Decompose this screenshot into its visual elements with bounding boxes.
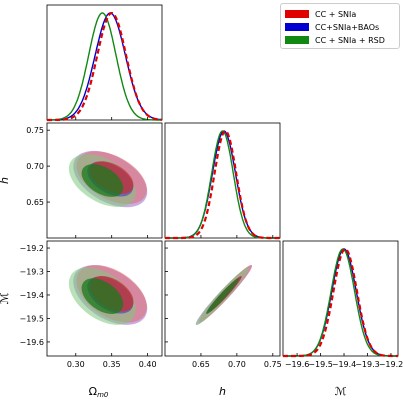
legend-label-cc-snia-baos: CC+SNIa+BAOs xyxy=(315,22,380,32)
x-tick-label-M: −19.6 xyxy=(285,360,310,369)
legend: CC + SNIa CC+SNIa+BAOs CC + SNIa + RSD xyxy=(280,3,400,49)
marginal-h-s1 xyxy=(165,130,280,239)
y-axis-label-M: ℳ xyxy=(0,292,11,304)
x-tick-label-om: 0.35 xyxy=(103,360,121,369)
y-tick-label-h: 0.70 xyxy=(26,162,44,171)
legend-item-cc-snia-baos: CC+SNIa+BAOs xyxy=(285,21,379,33)
x-tick-label-om: 0.30 xyxy=(67,360,85,369)
x-tick-label-M: −19.5 xyxy=(308,360,333,369)
contour-1sigma-h-M-s2 xyxy=(206,278,239,314)
contour-1sigma-om-h-s2 xyxy=(81,164,124,197)
y-tick-label-h: 0.75 xyxy=(26,126,44,135)
marginal-M-s0 xyxy=(283,247,398,358)
marginal-h-s0 xyxy=(165,129,280,240)
legend-swatch-cc-snia xyxy=(285,10,309,18)
marginal-om-s2 xyxy=(47,12,162,121)
marginal-M-s2 xyxy=(283,248,398,357)
x-tick-label-M: −19.2 xyxy=(379,360,403,369)
legend-swatch-cc-snia-baos xyxy=(285,23,309,31)
y-tick-label-M: −19.2 xyxy=(19,244,44,253)
x-tick-label-M: −19.4 xyxy=(332,360,357,369)
marginal-M-s1 xyxy=(283,248,398,357)
legend-swatch-cc-snia-rsd xyxy=(285,36,309,44)
x-tick-label-om: 0.40 xyxy=(139,360,157,369)
legend-label-cc-snia: CC + SNIa xyxy=(315,9,357,19)
marginal-h-s2 xyxy=(165,130,280,239)
y-axis-label-h: h xyxy=(0,177,11,184)
y-tick-label-M: −19.5 xyxy=(19,314,44,323)
panel-om-h xyxy=(46,122,163,239)
legend-item-cc-snia: CC + SNIa xyxy=(285,8,356,20)
panel-h-h xyxy=(164,122,281,239)
legend-item-cc-snia-rsd: CC + SNIa + RSD xyxy=(285,34,385,46)
contour-1sigma-om-M-s2 xyxy=(81,278,124,314)
y-tick-label-M: −19.4 xyxy=(19,291,44,300)
legend-label-cc-snia-rsd: CC + SNIa + RSD xyxy=(315,35,385,45)
x-tick-label-h: 0.65 xyxy=(192,360,210,369)
panel-M-M xyxy=(282,240,399,357)
x-tick-label-M: −19.3 xyxy=(355,360,380,369)
y-tick-label-M: −19.3 xyxy=(19,268,44,277)
x-axis-label-om: Ωm0 xyxy=(89,385,109,399)
y-tick-label-M: −19.6 xyxy=(19,338,44,347)
y-tick-label-h: 0.65 xyxy=(26,198,44,207)
x-axis-label-h: h xyxy=(219,385,226,398)
x-tick-label-h: 0.70 xyxy=(228,360,246,369)
marginal-om-s0 xyxy=(47,12,163,122)
x-axis-label-M: ℳ xyxy=(335,385,347,398)
panel-om-om xyxy=(46,4,163,121)
panel-h-M xyxy=(164,240,281,357)
panel-om-M xyxy=(46,240,163,357)
x-tick-label-h: 0.75 xyxy=(264,360,282,369)
